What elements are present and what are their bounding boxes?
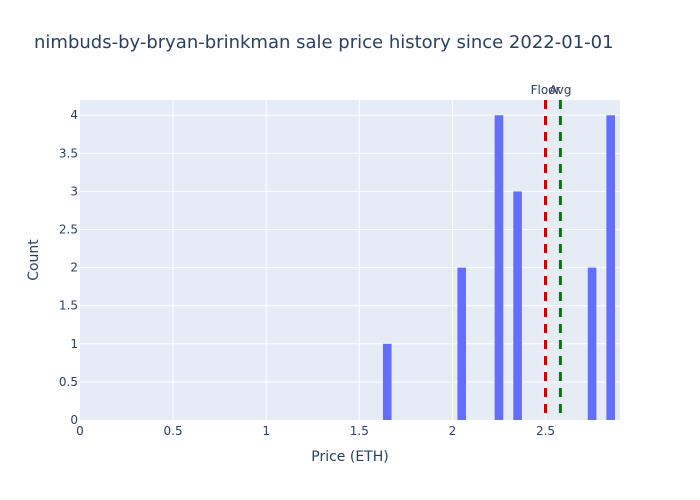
bars (382, 115, 615, 420)
x-tick-label: 2.5 (536, 424, 555, 438)
y-tick-label: 4 (70, 108, 78, 122)
y-tick-label: 2.5 (59, 223, 78, 237)
plot-background (80, 100, 620, 420)
y-tick-label: 1 (70, 337, 78, 351)
x-tick-label: 2 (449, 424, 457, 438)
histogram-bar (494, 115, 504, 420)
x-tick-label: 1.5 (350, 424, 369, 438)
y-tick-label: 0.5 (59, 375, 78, 389)
y-tick-label: 2 (70, 261, 78, 275)
histogram-bar (513, 191, 522, 420)
histogram-bar (606, 115, 615, 420)
x-tick-label: 1 (262, 424, 270, 438)
histogram-bar (587, 267, 597, 420)
y-tick-label: 1.5 (59, 299, 78, 313)
y-axis-label: Count (26, 239, 42, 281)
floor-annotation: Floor (531, 83, 561, 97)
y-tick-label: 3 (70, 184, 78, 198)
x-tick-label: 0.5 (164, 424, 183, 438)
chart-title: nimbuds-by-bryan-brinkman sale price his… (34, 32, 614, 53)
y-tick-label: 0 (70, 413, 78, 427)
y-axis-ticks: 0 0.5 1 1.5 2 2.5 3 3.5 4 (59, 108, 78, 427)
x-tick-label: 0 (76, 424, 84, 438)
avg-annotation: Avg (549, 83, 571, 97)
x-axis-label: Price (ETH) (311, 449, 388, 465)
histogram-bar (457, 267, 467, 420)
y-tick-label: 3.5 (59, 146, 78, 160)
x-axis-ticks: 0 0.5 1 1.5 2 2.5 (76, 424, 555, 438)
histogram-bar (382, 343, 392, 420)
